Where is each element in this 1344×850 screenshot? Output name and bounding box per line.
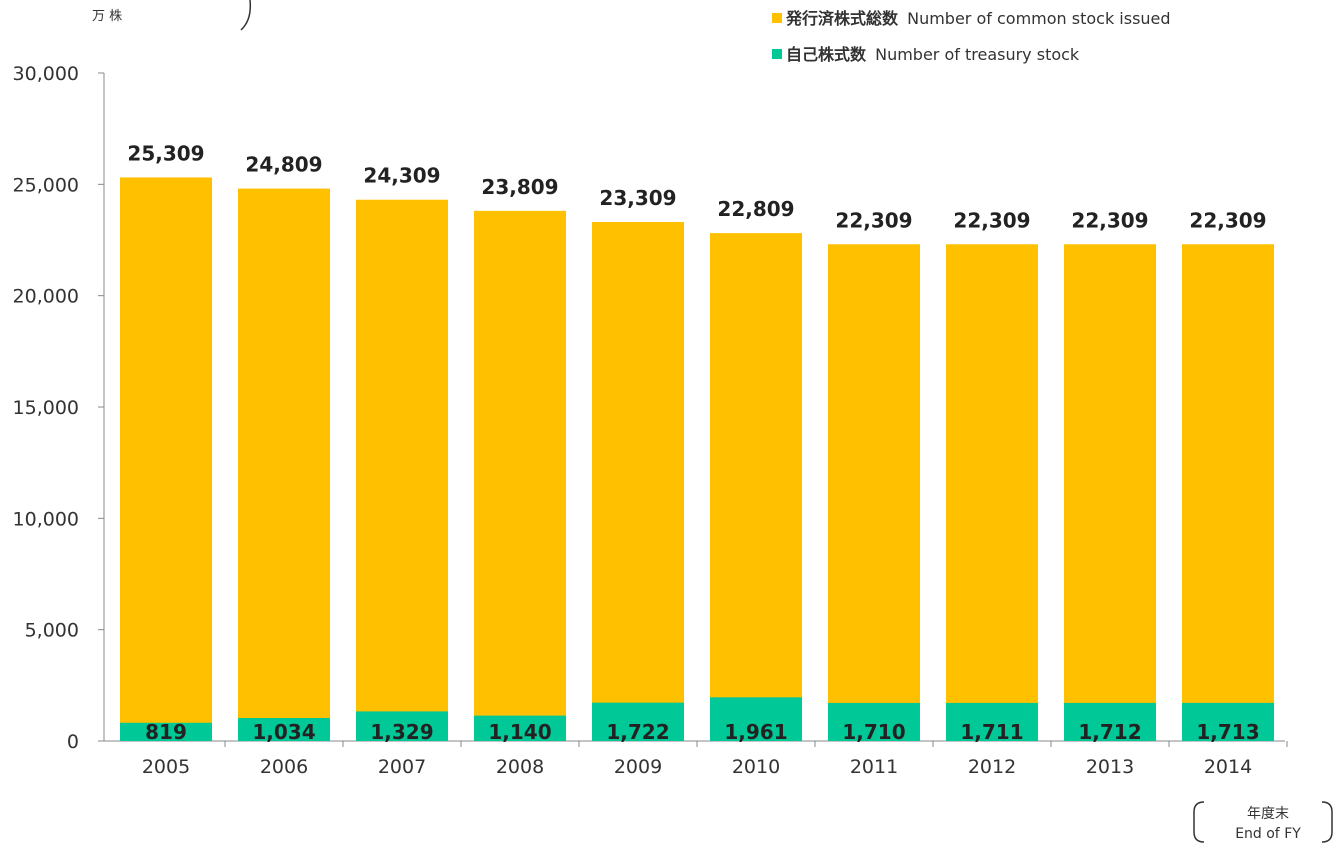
legend-label-treasury-en: Number of treasury stock [875, 45, 1080, 64]
legend: 発行済株式総数 Number of common stock issued 自己… [772, 9, 1171, 64]
legend-label-treasury-ja: 自己株式数 [786, 45, 867, 64]
bar-issued [120, 177, 212, 741]
bar-treasury [1182, 702, 1274, 741]
y-tick-label: 5,000 [25, 620, 79, 642]
data-label-treasury: 1,712 [1078, 720, 1141, 744]
bar-treasury [356, 711, 448, 741]
bar-issued [710, 233, 802, 741]
bars-issued [120, 177, 1274, 742]
x-tick-label: 2008 [496, 756, 544, 778]
bar-issued [828, 244, 920, 741]
data-label-issued: 24,809 [245, 153, 322, 177]
data-label-treasury: 1,713 [1196, 720, 1259, 744]
data-label-issued: 22,309 [1071, 208, 1148, 232]
data-label-issued: 25,309 [127, 141, 204, 165]
data-label-treasury: 1,711 [960, 720, 1023, 744]
data-label-treasury: 1,140 [488, 720, 551, 744]
fy-bracket-left [1193, 801, 1205, 843]
legend-label-issued-en: Number of common stock issued [907, 9, 1170, 28]
x-tick-label: 2007 [378, 756, 426, 778]
bars-treasury [120, 697, 1274, 741]
legend-swatch-issued [772, 13, 782, 23]
fy-bracket-right [1321, 801, 1333, 843]
bar-treasury [1064, 702, 1156, 741]
x-tick-label: 2006 [260, 756, 308, 778]
bar-issued [1064, 244, 1156, 741]
y-tick-label: 0 [67, 731, 79, 753]
y-tick-label: 20,000 [13, 286, 79, 308]
data-label-treasury: 1,034 [252, 720, 315, 744]
y-unit-label: 万 株 [92, 9, 122, 24]
bar-treasury [946, 702, 1038, 741]
y-tick-label: 15,000 [13, 397, 79, 419]
bar-treasury [474, 715, 566, 741]
y-tick-label: 10,000 [13, 508, 79, 530]
y-tick-label: 30,000 [13, 63, 79, 85]
bar-treasury [828, 702, 920, 741]
legend-item-issued: 発行済株式総数 Number of common stock issued [785, 9, 1171, 28]
data-label-issued: 23,309 [599, 186, 676, 210]
bar-issued [592, 221, 684, 741]
x-axis-title-en: End of FY [1235, 826, 1301, 842]
bar-treasury [238, 717, 330, 741]
bar-issued [946, 244, 1038, 741]
x-ticks: 2005 2006 2007 2008 2009 2010 2011 2012 2013 2014 [142, 741, 1288, 778]
x-tick-label: 2011 [850, 756, 898, 778]
legend-item-treasury: 自己株式数 Number of treasury stock [786, 45, 1080, 64]
x-axis-title-ja: 年度末 [1247, 806, 1289, 822]
data-label-issued: 22,809 [717, 197, 794, 221]
legend-label-issued-ja: 発行済株式総数 [785, 9, 899, 28]
y-ticks: 0 5,000 10,000 15,000 20,000 25,000 30,000 [13, 63, 104, 753]
data-label-treasury: 1,329 [370, 720, 433, 744]
bar-treasury [120, 722, 212, 741]
x-tick-label: 2009 [614, 756, 662, 778]
labels-treasury: 819 1,034 1,329 1,140 1,722 1,961 1,710 1,711 1,… [145, 720, 1260, 744]
data-label-issued: 24,309 [363, 164, 440, 188]
legend-swatch-treasury [772, 49, 782, 59]
data-label-issued: 22,309 [953, 208, 1030, 232]
data-label-treasury: 1,961 [724, 720, 787, 744]
x-tick-label: 2010 [732, 756, 780, 778]
bar-issued [1182, 244, 1274, 741]
unit-bracket [240, 0, 252, 31]
x-tick-label: 2012 [968, 756, 1016, 778]
data-label-issued: 22,309 [835, 208, 912, 232]
data-label-treasury: 819 [145, 720, 187, 744]
bar-issued [238, 188, 330, 741]
bar-treasury [710, 697, 802, 741]
data-label-issued: 22,309 [1189, 208, 1266, 232]
x-tick-label: 2013 [1086, 756, 1134, 778]
y-tick-label: 25,000 [13, 174, 79, 196]
data-label-issued: 23,809 [481, 175, 558, 199]
bar-issued [356, 199, 448, 741]
x-tick-label: 2005 [142, 756, 190, 778]
x-tick-label: 2014 [1204, 756, 1252, 778]
labels-issued: 25,309 24,809 24,309 23,809 23,309 22,809 22,3… [127, 141, 1266, 232]
data-label-treasury: 1,722 [606, 720, 669, 744]
bar-issued [474, 210, 566, 742]
data-label-treasury: 1,710 [842, 720, 905, 744]
bar-treasury [592, 702, 684, 741]
